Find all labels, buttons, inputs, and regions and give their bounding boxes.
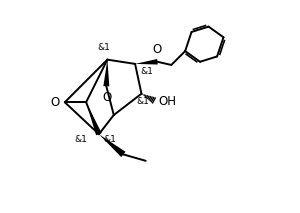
Polygon shape [86, 102, 102, 135]
Text: O: O [153, 43, 162, 56]
Polygon shape [135, 59, 158, 65]
Text: O: O [103, 91, 112, 104]
Text: O: O [50, 96, 59, 109]
Text: &1: &1 [74, 135, 87, 144]
Text: &1: &1 [103, 135, 116, 144]
Text: OH: OH [158, 95, 176, 108]
Text: &1: &1 [98, 43, 111, 52]
Polygon shape [103, 60, 109, 86]
Polygon shape [99, 134, 125, 157]
Text: &1: &1 [140, 67, 153, 76]
Text: &1: &1 [136, 97, 149, 106]
